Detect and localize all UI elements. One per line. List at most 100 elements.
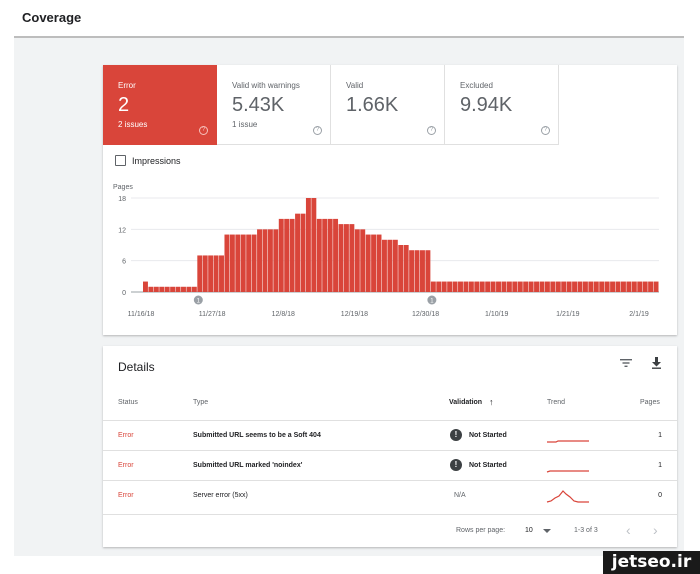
chart-bar (447, 281, 453, 292)
download-icon[interactable] (651, 357, 662, 371)
impressions-checkbox[interactable] (115, 155, 126, 166)
chart-bar (441, 281, 447, 292)
table-footer: Rows per page: 10 1-3 of 3 ‹ › (103, 514, 677, 547)
row-pages: 1 (658, 432, 662, 439)
chart-bar (496, 281, 501, 292)
top-bar-divider (14, 36, 684, 38)
row-type: Server error (5xx) (193, 492, 248, 499)
y-axis-label: Pages (113, 184, 133, 191)
chart-bar (311, 198, 317, 292)
chart-bar (289, 218, 295, 292)
chart-bar (240, 234, 246, 292)
chart-bar (267, 229, 273, 292)
x-tick-label: 2/1/19 (629, 311, 649, 318)
annotation-marker (427, 295, 437, 305)
column-validation[interactable]: Validation (449, 399, 483, 406)
help-icon[interactable]: ? (541, 126, 550, 135)
column-pages[interactable]: Pages (640, 399, 660, 406)
chart-bar (550, 281, 556, 292)
chevron-down-icon[interactable] (543, 529, 551, 536)
tile-value: 2 (118, 94, 130, 116)
chart-bar (343, 224, 349, 292)
chart-bar (381, 239, 387, 292)
chart-bar (208, 255, 214, 292)
column-type[interactable]: Type (193, 399, 209, 406)
chart-bar (170, 286, 176, 292)
chart-bar (534, 281, 540, 292)
chart-bar (257, 229, 262, 292)
chart-bar (300, 213, 306, 292)
filter-icon[interactable] (620, 357, 632, 370)
help-icon[interactable]: ? (199, 126, 208, 135)
chart-bar (577, 281, 583, 292)
row-status: Error (118, 432, 134, 439)
chart-bar (153, 286, 159, 292)
tile-valid[interactable]: Valid 1.66K ? (331, 65, 445, 145)
chart-bar (561, 281, 567, 292)
chart-bar (229, 234, 235, 292)
row-status: Error (118, 492, 134, 499)
tile-sub: 1 issue (232, 120, 258, 129)
chart-bar (360, 229, 366, 292)
table-row[interactable]: Error Submitted URL marked 'noindex' ! N… (103, 450, 677, 480)
chart-bar (425, 250, 431, 292)
pagination-range: 1-3 of 3 (574, 527, 598, 534)
row-type: Submitted URL seems to be a Soft 404 (193, 432, 321, 439)
chart-bar (371, 234, 377, 292)
help-icon[interactable]: ? (427, 126, 436, 135)
chart-bar (572, 281, 578, 292)
chart-bar (506, 281, 512, 292)
tile-label: Error (118, 81, 136, 90)
chart-bar (191, 286, 197, 292)
tile-value: 5.43K (232, 94, 285, 116)
sort-arrow-icon[interactable]: ↑ (489, 397, 494, 407)
row-status: Error (118, 462, 134, 469)
row-pages: 0 (658, 492, 662, 499)
annotation-label: 1 (430, 299, 434, 305)
x-tick-label: 11/16/18 (128, 311, 155, 318)
chart-bar (235, 234, 241, 292)
chart-bar (615, 281, 621, 292)
chart-bar (409, 250, 415, 292)
table-row[interactable]: Error Submitted URL seems to be a Soft 4… (103, 420, 677, 450)
chart-bar (631, 281, 637, 292)
chart-bar (365, 234, 371, 292)
chart-bar (403, 245, 409, 292)
chart-bar (566, 281, 572, 292)
tile-error[interactable]: Error 2 2 issues ? (103, 65, 217, 145)
watermark-logo: jetseo.ir (603, 551, 700, 574)
coverage-summary-card: Error 2 2 issues ? Valid with warnings 5… (103, 65, 677, 335)
tile-label: Valid (346, 81, 364, 90)
x-tick-label: 12/8/18 (272, 311, 295, 318)
column-status[interactable]: Status (118, 399, 138, 406)
chart-bar (458, 281, 463, 292)
tile-valid-with-warnings[interactable]: Valid with warnings 5.43K 1 issue ? (217, 65, 331, 145)
help-icon[interactable]: ? (313, 126, 322, 135)
chart-bar (349, 224, 355, 292)
chart-bar (648, 281, 654, 292)
chart-bar (653, 281, 659, 292)
tile-value: 1.66K (346, 94, 399, 116)
chart-bar (251, 234, 257, 292)
rows-per-page-select[interactable]: 10 (525, 527, 533, 534)
row-validation: Not Started (469, 432, 507, 439)
prev-page-icon[interactable]: ‹ (626, 522, 631, 538)
x-tick-label: 1/21/19 (556, 311, 579, 318)
details-title: Details (118, 360, 155, 374)
chart-bar (626, 281, 632, 292)
chart-bar (278, 218, 284, 292)
next-page-icon[interactable]: › (653, 522, 658, 538)
chart-bar (523, 281, 529, 292)
warning-icon: ! (450, 459, 462, 471)
chart-bar (517, 281, 523, 292)
table-row[interactable]: Error Server error (5xx) N/A 0 (103, 480, 677, 510)
warning-icon: ! (450, 429, 462, 441)
x-tick-label: 1/10/19 (485, 311, 508, 318)
chart-bar (181, 286, 186, 292)
chart-bar (452, 281, 458, 292)
trend-sparkline (547, 440, 589, 443)
chart-bar (398, 245, 404, 292)
tile-excluded[interactable]: Excluded 9.94K ? (445, 65, 559, 145)
chart-bar (490, 281, 496, 292)
chart-bar (197, 255, 203, 292)
